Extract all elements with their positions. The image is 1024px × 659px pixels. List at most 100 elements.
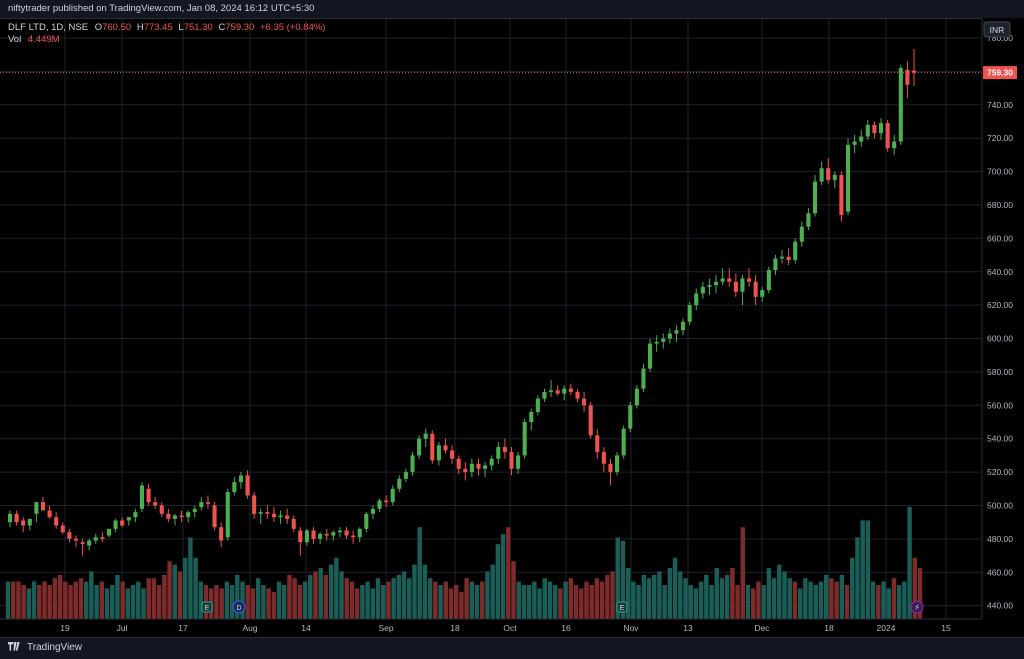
candle-body[interactable] bbox=[746, 278, 752, 282]
candle-body[interactable] bbox=[285, 515, 290, 519]
candle-body[interactable] bbox=[878, 123, 884, 134]
candle-body[interactable] bbox=[516, 455, 521, 469]
candle-body[interactable] bbox=[199, 502, 204, 508]
candle-body[interactable] bbox=[291, 518, 296, 529]
candle-body[interactable] bbox=[159, 505, 164, 514]
candle-body[interactable] bbox=[93, 537, 98, 541]
candle-body[interactable] bbox=[779, 256, 785, 259]
candle-body[interactable] bbox=[911, 70, 917, 73]
candle-body[interactable] bbox=[707, 285, 712, 287]
candle-body[interactable] bbox=[694, 293, 699, 306]
candle-body[interactable] bbox=[760, 290, 765, 297]
candle-body[interactable] bbox=[463, 468, 468, 473]
candle-body[interactable] bbox=[311, 530, 316, 539]
candle-body[interactable] bbox=[588, 405, 593, 436]
candle-body[interactable] bbox=[410, 455, 415, 473]
currency-label[interactable]: INR bbox=[990, 25, 1005, 35]
candle-body[interactable] bbox=[166, 513, 171, 519]
earnings-icon[interactable]: E bbox=[201, 601, 213, 613]
candle-body[interactable] bbox=[384, 500, 389, 503]
candle-body[interactable] bbox=[892, 141, 897, 149]
candle-body[interactable] bbox=[502, 447, 507, 453]
candle-body[interactable] bbox=[87, 540, 92, 546]
event-icons[interactable]: E D E ⚡ bbox=[201, 600, 924, 614]
candle-body[interactable] bbox=[529, 411, 534, 423]
candle-body[interactable] bbox=[687, 305, 692, 322]
candle-body[interactable] bbox=[133, 512, 138, 518]
candle-body[interactable] bbox=[885, 123, 890, 149]
candle-body[interactable] bbox=[337, 530, 342, 533]
candle-body[interactable] bbox=[826, 168, 831, 180]
candle-body[interactable] bbox=[324, 533, 329, 536]
candle-body[interactable] bbox=[786, 256, 791, 261]
price-chart[interactable]: DLF LTD, 1D, NSE O760.50 H773.45 L751.30… bbox=[0, 18, 1024, 637]
candle-body[interactable] bbox=[456, 458, 461, 469]
candle-body[interactable] bbox=[450, 450, 455, 459]
candle-body[interactable] bbox=[555, 390, 560, 394]
candle-body[interactable] bbox=[740, 278, 745, 292]
candle-body[interactable] bbox=[648, 343, 653, 369]
candle-body[interactable] bbox=[397, 478, 402, 489]
candle-body[interactable] bbox=[278, 515, 283, 518]
candle-body[interactable] bbox=[595, 435, 600, 453]
candle-body[interactable] bbox=[423, 433, 428, 439]
candle-body[interactable] bbox=[179, 515, 184, 518]
candle-body[interactable] bbox=[819, 168, 824, 182]
currency-button[interactable] bbox=[983, 21, 1011, 38]
candle-body[interactable] bbox=[47, 510, 52, 518]
split-icon[interactable]: ⚡ bbox=[910, 600, 924, 614]
candle-body[interactable] bbox=[364, 513, 369, 529]
candle-body[interactable] bbox=[812, 181, 818, 214]
candle-body[interactable] bbox=[535, 398, 540, 412]
candle-body[interactable] bbox=[113, 520, 118, 529]
candle-body[interactable] bbox=[80, 542, 85, 544]
dividend-icon[interactable]: D bbox=[232, 600, 246, 614]
candle-body[interactable] bbox=[245, 475, 250, 496]
candle-body[interactable] bbox=[634, 388, 639, 406]
candle-body[interactable] bbox=[331, 532, 336, 536]
candle-body[interactable] bbox=[845, 144, 851, 212]
candle-body[interactable] bbox=[898, 68, 903, 142]
candle-body[interactable] bbox=[799, 226, 804, 242]
candle-body[interactable] bbox=[126, 517, 131, 521]
candle-body[interactable] bbox=[496, 447, 501, 459]
candle-body[interactable] bbox=[641, 368, 646, 389]
candle-body[interactable] bbox=[377, 500, 382, 509]
candle-body[interactable] bbox=[7, 513, 13, 523]
candle-body[interactable] bbox=[225, 492, 230, 538]
candle-body[interactable] bbox=[265, 512, 270, 514]
candle-body[interactable] bbox=[186, 512, 191, 518]
candle-body[interactable] bbox=[271, 513, 276, 518]
candle-body[interactable] bbox=[390, 488, 395, 503]
candle-body[interactable] bbox=[522, 422, 527, 456]
candle-body[interactable] bbox=[667, 333, 672, 339]
candle-body[interactable] bbox=[351, 535, 356, 538]
candle-body[interactable] bbox=[146, 488, 151, 503]
candle-body[interactable] bbox=[139, 485, 145, 509]
candle-body[interactable] bbox=[318, 533, 323, 539]
candle-body[interactable] bbox=[298, 530, 303, 543]
candle-body[interactable] bbox=[872, 124, 877, 134]
candle-body[interactable] bbox=[344, 530, 349, 536]
candle-body[interactable] bbox=[621, 428, 626, 456]
candle-body[interactable] bbox=[615, 455, 620, 473]
candle-body[interactable] bbox=[628, 405, 633, 429]
candle-body[interactable] bbox=[21, 520, 26, 526]
candle-body[interactable] bbox=[839, 174, 844, 215]
candle-body[interactable] bbox=[212, 505, 217, 528]
candle-body[interactable] bbox=[403, 472, 408, 479]
candle-body[interactable] bbox=[476, 463, 481, 469]
candle-body[interactable] bbox=[258, 512, 263, 514]
candle-body[interactable] bbox=[661, 338, 666, 342]
candle-body[interactable] bbox=[100, 537, 105, 539]
candle-body[interactable] bbox=[654, 341, 659, 344]
candle-body[interactable] bbox=[192, 508, 197, 513]
candle-body[interactable] bbox=[549, 390, 554, 392]
candle-body[interactable] bbox=[238, 475, 243, 483]
candle-body[interactable] bbox=[370, 508, 375, 514]
candle-body[interactable] bbox=[601, 452, 606, 464]
candle-body[interactable] bbox=[106, 528, 112, 536]
candle-body[interactable] bbox=[357, 528, 362, 538]
candle-body[interactable] bbox=[773, 258, 778, 271]
candle-body[interactable] bbox=[489, 458, 494, 466]
